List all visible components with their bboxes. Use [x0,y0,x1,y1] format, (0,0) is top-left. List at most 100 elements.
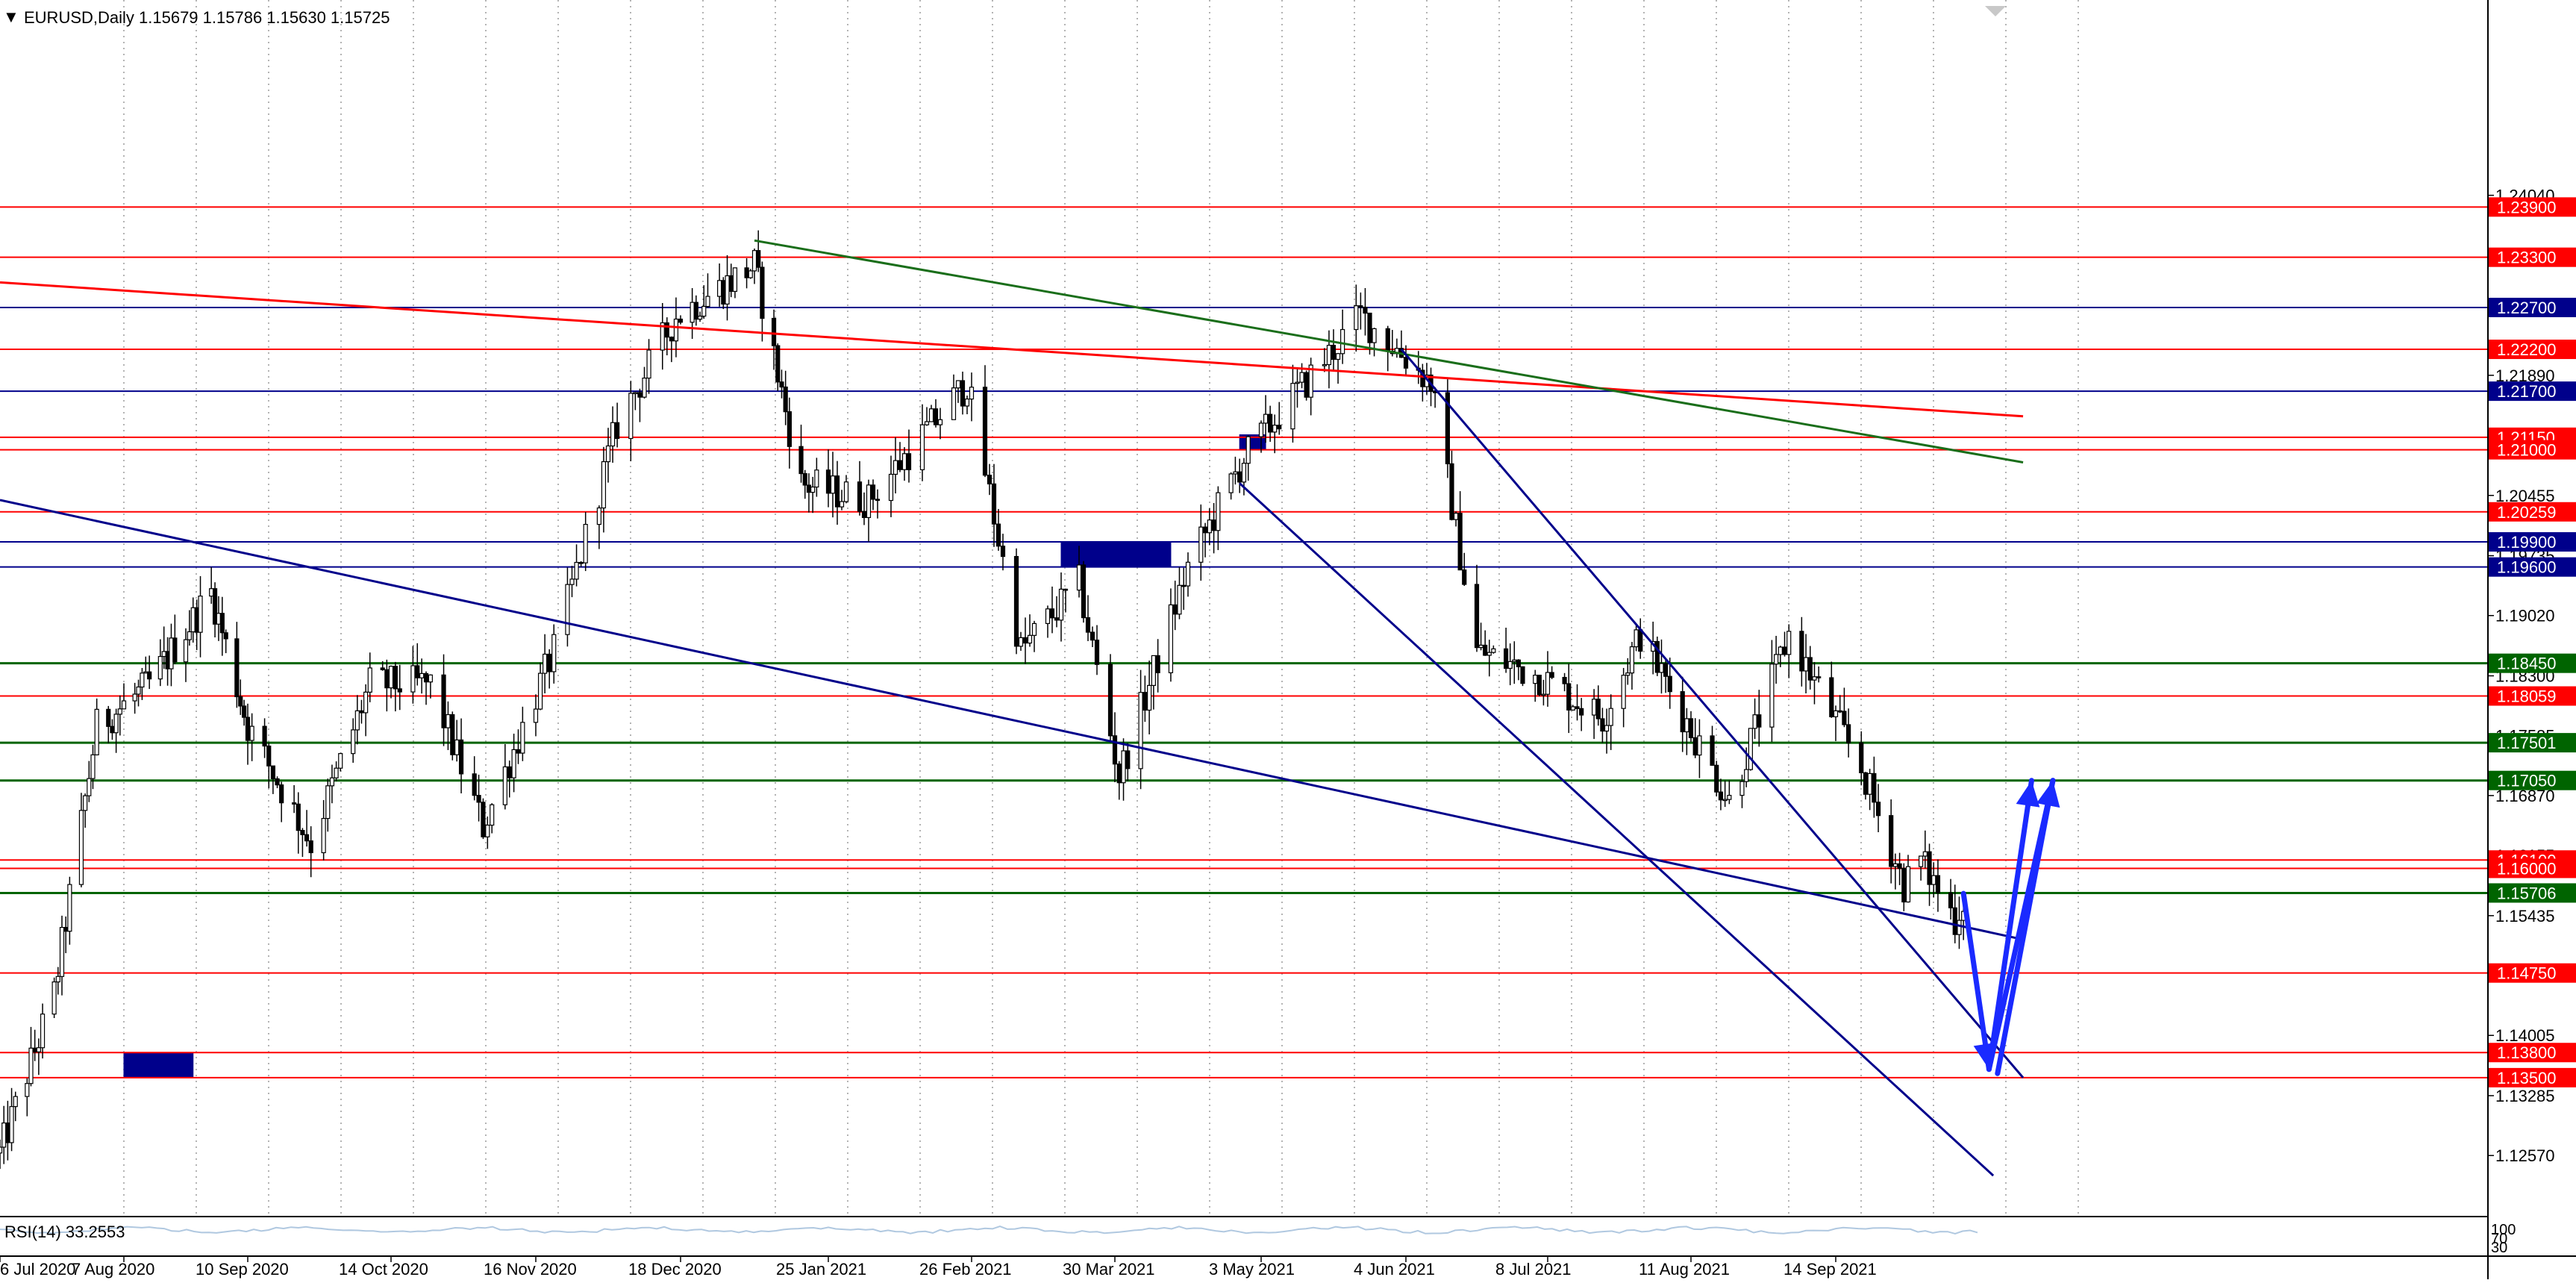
level-labels: 1.239001.233001.227001.222001.217001.211… [2489,197,2576,1087]
candle-body [1058,588,1064,621]
candle-body [1367,312,1372,343]
candle-body [1786,631,1792,655]
candle-body [83,795,88,811]
x-tick-label: 4 Jun 2021 [1354,1260,1435,1279]
candle-body [857,481,863,512]
candle-body [266,745,272,767]
candle-body [1358,305,1363,308]
candle-body [547,653,552,672]
candle-body [1867,772,1872,795]
candle-body [32,1047,37,1052]
candle-body [1897,863,1902,870]
candle-body [1680,691,1685,733]
candle-body [476,795,481,803]
zone-box [1060,541,1172,568]
level-label-box [2489,557,2576,577]
candle-body [106,708,111,727]
candle-body [1216,492,1221,531]
candle-body [1927,851,1932,885]
candle-body [1782,646,1787,655]
candle-body [933,408,939,425]
candle-body [1094,639,1100,665]
candle-body [296,803,301,831]
candle-body [810,486,816,493]
candle-body [642,377,647,398]
candle-body [262,725,267,747]
candle-body [1198,526,1204,563]
candle-body [1272,425,1278,433]
candle-body [78,810,84,885]
menu-triangle-icon[interactable]: ▼ [3,7,19,26]
candle-body [615,422,620,440]
candle-body [1462,569,1467,585]
candle-body [1237,471,1242,483]
candle-body [875,499,881,502]
candle-body [1807,657,1813,681]
candle-body [1478,644,1484,649]
candle-body [308,840,313,854]
candle-body [1277,425,1282,430]
candle-body [1710,735,1715,766]
candle-body [787,411,792,447]
trend-line [0,281,2024,418]
candle-body [94,708,99,755]
level-label-box [2489,1067,2576,1087]
level-label: 1.20259 [2497,503,2557,522]
candle-body [533,708,539,723]
candle-body [388,666,394,689]
y-tick-label: 1.12570 [2495,1146,2555,1165]
candle-body [249,725,254,741]
candle-body [187,631,192,640]
candle-body [1363,307,1368,314]
candle-body [861,511,867,519]
candle-body [760,266,765,319]
candle-body [1575,706,1580,709]
candle-body [1629,646,1635,674]
candle-body [25,1083,30,1097]
candle-body [1663,663,1669,677]
candle-body [1295,381,1300,384]
candle-body [1931,875,1936,885]
candle-body [380,667,385,670]
candle-body [1859,742,1864,773]
candle-body [520,722,525,754]
candle-body [1085,617,1091,633]
candle-body [1233,471,1238,475]
candle-body [928,408,934,422]
candle-body [55,975,60,983]
candle-body [1486,652,1492,656]
candle-body [771,317,777,346]
candle-body [1385,328,1390,352]
candle-body [646,349,651,379]
candle-body [1727,795,1732,800]
candle-body [161,651,166,658]
candle-body [725,275,730,305]
candle-body [705,296,710,308]
candle-body [1654,640,1660,673]
candle-body [419,672,425,678]
candle-body [367,667,372,693]
candle-body [183,639,189,663]
x-tick-label: 14 Oct 2020 [339,1260,428,1279]
chart-header: ▼ EURUSD,Daily 1.15679 1.15786 1.15630 1… [3,7,390,27]
candle-body [1562,676,1567,684]
candle-body [481,802,486,837]
x-tick-label: 8 Jul 2021 [1495,1260,1572,1279]
candle-body [110,725,115,734]
candle-body [87,778,92,796]
candle-body [194,607,199,633]
candle-body [1090,631,1095,641]
candle-body [1803,657,1809,672]
candle-body [569,578,575,585]
candle-body [1138,692,1143,770]
candle-body [1474,584,1480,649]
candle-body [1512,659,1517,662]
scroll-marker-icon[interactable] [1985,6,2006,16]
candle-body [1520,666,1525,684]
candle-body [1739,781,1745,796]
candle-body [637,392,643,398]
candle-body [1634,629,1639,648]
candle-body [1335,353,1341,360]
